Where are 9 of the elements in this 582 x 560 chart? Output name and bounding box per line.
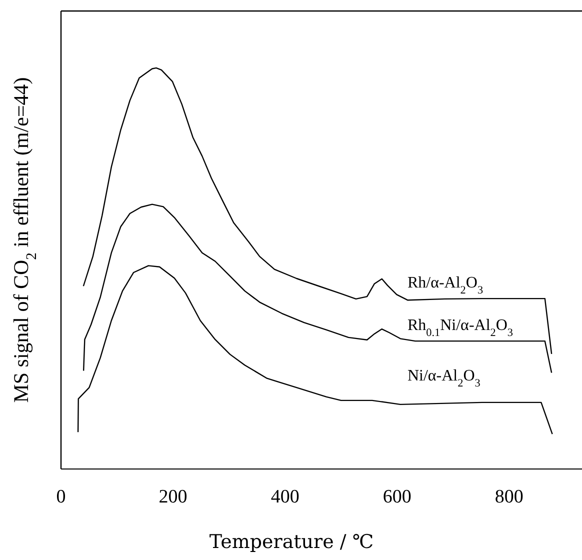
x-tick-label: 600: [382, 486, 412, 508]
x-axis-title: Temperature / ℃: [209, 531, 374, 553]
x-tick-label: 200: [158, 486, 188, 508]
series-label: Rh/α-Al$_{2}$O$_{3}$: [407, 274, 484, 297]
series-label: Ni/α-Al$_{2}$O$_{3}$: [407, 367, 481, 390]
x-tick-label: 0: [56, 486, 66, 508]
x-tick-label: 400: [270, 486, 300, 508]
x-tick-label: 800: [494, 486, 524, 508]
series-label: Rh$_{0.1}$Ni/α-Al$_{2}$O$_{3}$: [407, 317, 514, 340]
